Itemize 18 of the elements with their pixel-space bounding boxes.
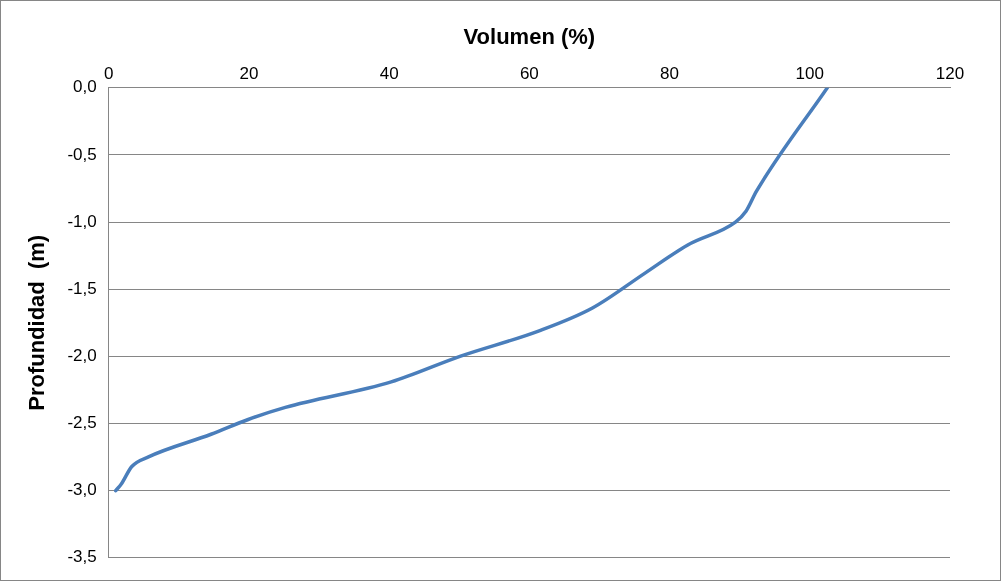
y-tick-label: -1,0 bbox=[67, 211, 97, 231]
y-tick-label: -3,5 bbox=[67, 547, 97, 567]
x-tick-label: 120 bbox=[935, 64, 965, 84]
y-tick-label: -2,5 bbox=[67, 413, 97, 433]
y-tick-label: -0,5 bbox=[67, 144, 97, 164]
line-series bbox=[113, 87, 830, 493]
x-axis-title: Volumen (%) bbox=[463, 24, 596, 50]
x-tick-label: 0 bbox=[103, 64, 114, 84]
x-tick-label: 100 bbox=[795, 64, 824, 84]
y-tick-label: -3,0 bbox=[67, 480, 97, 500]
x-tick-label: 40 bbox=[379, 64, 399, 84]
y-tick-label: -2,0 bbox=[67, 346, 97, 366]
y-tick-label: -1,5 bbox=[67, 278, 97, 298]
y-axis-title: Profundidad (m) bbox=[24, 234, 50, 411]
x-tick-label: 60 bbox=[519, 64, 539, 84]
x-tick-label: 80 bbox=[660, 64, 680, 84]
x-tick-label: 20 bbox=[239, 64, 259, 84]
y-tick-label: 0,0 bbox=[73, 77, 97, 97]
